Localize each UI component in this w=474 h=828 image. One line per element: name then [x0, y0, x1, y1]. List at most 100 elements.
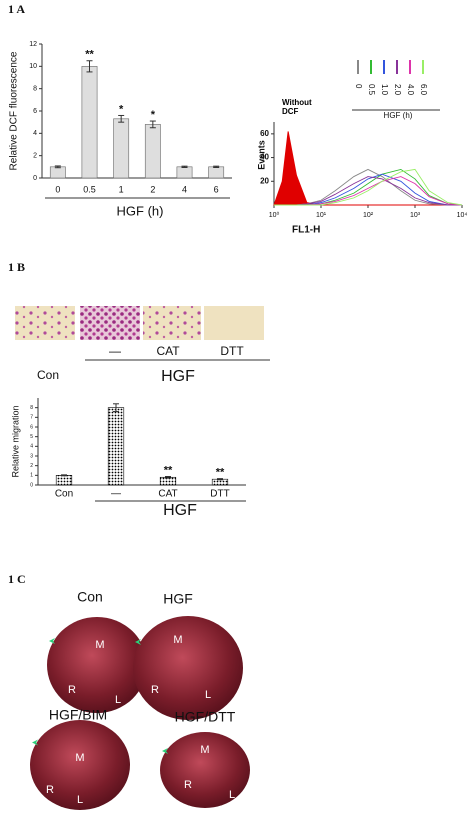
x-tick-label: 4 [182, 184, 187, 194]
group-label: HGF [163, 502, 197, 519]
micrograph [204, 306, 264, 340]
y-tick-label: 40 [260, 153, 269, 162]
y-tick-label: 0 [30, 482, 33, 488]
x-tick-label: 10¹ [316, 212, 327, 219]
liver-photo [47, 617, 147, 713]
lobe-label: M [75, 752, 84, 764]
error-bar [118, 114, 125, 123]
bar [176, 166, 193, 179]
lobe-label: L [229, 789, 235, 801]
y-tick-label: 20 [260, 176, 269, 185]
marker-arrow [162, 748, 168, 754]
bar [144, 124, 161, 179]
x-axis-label: HGF (h) [117, 203, 164, 218]
legend-title: HGF (h) [384, 111, 413, 120]
lobe-label: L [115, 694, 121, 706]
liver-photo [133, 616, 243, 720]
y-tick-label: 6 [33, 108, 37, 115]
x-tick-label: 10⁴ [457, 212, 468, 219]
marker-arrow [49, 638, 55, 644]
y-axis-label: Events [256, 140, 266, 170]
x-tick-label: 10² [363, 212, 374, 219]
x-axis-label: FL1-H [292, 225, 320, 236]
y-tick-label: 2 [33, 153, 37, 160]
error-bar [149, 120, 156, 129]
error-bar [217, 478, 223, 481]
lobe-label: R [68, 684, 76, 696]
lobe-label: R [184, 779, 192, 791]
x-tick-label: 10⁰ [269, 211, 280, 219]
micrograph [143, 306, 201, 340]
y-tick-label: 60 [260, 129, 269, 138]
liver-photo [160, 732, 250, 808]
y-tick-label: 3 [30, 453, 33, 459]
micrograph [80, 306, 140, 340]
error-bar [213, 165, 220, 169]
error-bar [113, 403, 119, 413]
significance: ** [164, 464, 173, 476]
x-tick-label: — [111, 489, 121, 500]
image-label: CAT [156, 344, 180, 358]
y-tick-label: 4 [30, 444, 33, 450]
lobe-label: L [77, 794, 83, 806]
significance: ** [216, 467, 225, 479]
lobe-label: M [173, 634, 182, 646]
lobe-label: M [95, 639, 104, 651]
x-tick-label: 1 [119, 184, 124, 194]
lobe-label: L [205, 689, 211, 701]
x-tick-label: 10³ [410, 212, 421, 219]
bar [49, 166, 66, 179]
image-label: Con [37, 368, 59, 382]
y-axis-label: Relative migration [10, 405, 20, 477]
y-tick-label: 8 [30, 405, 33, 411]
panel-label: 1 A [8, 2, 25, 16]
y-tick-label: 7 [30, 415, 33, 421]
micrograph [15, 306, 75, 340]
error-bar [61, 474, 67, 477]
bar [81, 66, 98, 179]
y-tick-label: 8 [33, 86, 37, 93]
significance: ** [85, 49, 94, 61]
bar [208, 166, 225, 179]
x-tick-label: DTT [210, 489, 229, 500]
error-bar [165, 475, 171, 479]
x-tick-label: 6 [214, 184, 219, 194]
y-tick-label: 12 [29, 41, 37, 48]
legend-label: 2.0 [393, 84, 402, 96]
significance: * [119, 103, 124, 115]
bar [107, 407, 125, 486]
error-bar [181, 165, 188, 169]
y-tick-label: 1 [30, 473, 33, 479]
annotation-text: Without DCF [282, 98, 312, 116]
photo-title: HGF [163, 591, 193, 607]
error-bar [86, 60, 93, 73]
photo-title: Con [77, 589, 103, 605]
annotation: Without DCF [282, 98, 312, 116]
bar [113, 118, 130, 179]
panel-label: 1 B [8, 260, 25, 274]
image-label: DTT [220, 344, 244, 358]
image-label: — [109, 344, 121, 358]
lobe-label: M [200, 744, 209, 756]
x-tick-label: 2 [150, 184, 155, 194]
legend-label: 4.0 [406, 84, 415, 96]
y-tick-label: 0 [33, 175, 37, 182]
x-tick-label: 0 [55, 184, 60, 194]
marker-arrow [32, 739, 38, 746]
bar [55, 475, 73, 486]
marker-arrow [135, 639, 141, 645]
lobe-label: R [151, 684, 159, 696]
legend-label: 0.5 [367, 84, 376, 96]
y-tick-label: 10 [29, 63, 37, 70]
y-tick-label: 2 [30, 463, 33, 469]
group-label: HGF [161, 368, 195, 385]
legend-label: 6.0 [419, 84, 428, 96]
lobe-label: R [46, 784, 54, 796]
x-tick-label: Con [55, 489, 73, 500]
liver-photo [30, 720, 130, 810]
y-tick-label: 4 [33, 130, 37, 137]
significance: * [151, 109, 156, 121]
x-tick-label: 0.5 [83, 184, 96, 194]
y-axis-label: Relative DCF fluorescence [9, 51, 20, 170]
